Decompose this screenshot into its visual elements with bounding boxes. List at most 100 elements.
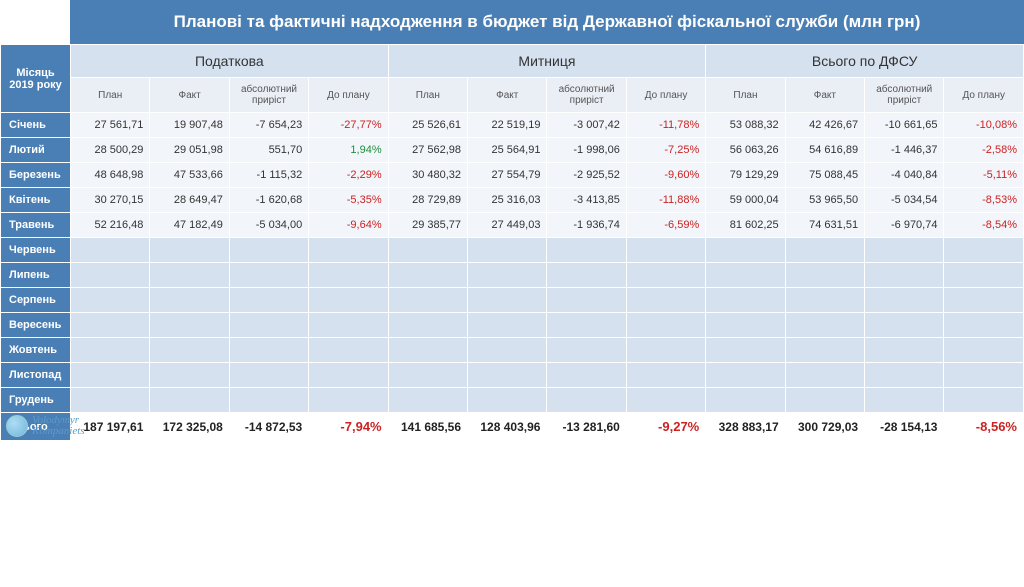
empty-cell	[150, 263, 229, 288]
sub-header-1-0: План	[388, 78, 467, 113]
table-row: Листопад	[1, 363, 1024, 388]
sub-header-2-0: План	[706, 78, 785, 113]
empty-cell	[865, 338, 944, 363]
corner-line2: 2019 року	[9, 79, 62, 91]
data-cell: 53 088,32	[706, 113, 785, 138]
sub-header-0-3: До плану	[309, 78, 388, 113]
table-row: Липень	[1, 263, 1024, 288]
empty-cell	[150, 288, 229, 313]
empty-cell	[229, 313, 308, 338]
data-cell: 74 631,51	[785, 213, 864, 238]
month-cell: Жовтень	[1, 338, 71, 363]
data-cell: 75 088,45	[785, 163, 864, 188]
data-cell: 25 564,91	[468, 138, 547, 163]
empty-cell	[229, 338, 308, 363]
group-customs: Митниця	[388, 45, 706, 78]
data-cell: 81 602,25	[706, 213, 785, 238]
empty-cell	[388, 338, 467, 363]
data-cell: 47 533,66	[150, 163, 229, 188]
data-cell: -5,11%	[944, 163, 1024, 188]
empty-cell	[944, 263, 1024, 288]
data-cell: -2,58%	[944, 138, 1024, 163]
data-cell: 48 648,98	[71, 163, 150, 188]
sub-header-2-1: Факт	[785, 78, 864, 113]
table-row: Вересень	[1, 313, 1024, 338]
total-cell: 300 729,03	[785, 413, 864, 441]
data-cell: -3 007,42	[547, 113, 626, 138]
empty-cell	[785, 263, 864, 288]
data-cell: -7 654,23	[229, 113, 308, 138]
sub-header-1-1: Факт	[468, 78, 547, 113]
data-cell: -5 034,00	[229, 213, 308, 238]
empty-cell	[865, 288, 944, 313]
empty-cell	[944, 238, 1024, 263]
empty-cell	[785, 288, 864, 313]
empty-cell	[388, 263, 467, 288]
total-cell: 141 685,56	[388, 413, 467, 441]
empty-cell	[71, 288, 150, 313]
sub-header-2-2: абсолютний приріст	[865, 78, 944, 113]
empty-cell	[71, 263, 150, 288]
table-row: Серпень	[1, 288, 1024, 313]
data-cell: 25 316,03	[468, 188, 547, 213]
data-cell: 22 519,19	[468, 113, 547, 138]
empty-cell	[388, 363, 467, 388]
data-cell: 52 216,48	[71, 213, 150, 238]
data-cell: -2,29%	[309, 163, 388, 188]
data-cell: 28 649,47	[150, 188, 229, 213]
empty-cell	[944, 338, 1024, 363]
empty-cell	[388, 313, 467, 338]
empty-cell	[706, 313, 785, 338]
empty-cell	[229, 263, 308, 288]
data-cell: 28 500,29	[71, 138, 150, 163]
month-cell: Березень	[1, 163, 71, 188]
data-cell: 53 965,50	[785, 188, 864, 213]
empty-cell	[229, 238, 308, 263]
empty-cell	[547, 363, 626, 388]
month-cell: Квітень	[1, 188, 71, 213]
month-cell: Січень	[1, 113, 71, 138]
empty-cell	[229, 388, 308, 413]
table-row: Червень	[1, 238, 1024, 263]
data-cell: 30 270,15	[71, 188, 150, 213]
empty-cell	[547, 288, 626, 313]
budget-table: Місяць 2019 року Податкова Митниця Всьог…	[0, 44, 1024, 441]
report-title: Планові та фактичні надходження в бюджет…	[70, 0, 1024, 44]
sub-header-0-1: Факт	[150, 78, 229, 113]
empty-cell	[468, 363, 547, 388]
month-cell: Грудень	[1, 388, 71, 413]
month-cell: Серпень	[1, 288, 71, 313]
empty-cell	[626, 238, 705, 263]
empty-cell	[706, 238, 785, 263]
table-row: Травень52 216,4847 182,49-5 034,00-9,64%…	[1, 213, 1024, 238]
empty-cell	[626, 263, 705, 288]
globe-icon	[6, 415, 28, 437]
empty-cell	[309, 363, 388, 388]
corner-line1: Місяць	[16, 67, 54, 79]
table-row: Грудень	[1, 388, 1024, 413]
data-cell: 1,94%	[309, 138, 388, 163]
data-cell: -1 115,32	[229, 163, 308, 188]
empty-cell	[388, 288, 467, 313]
empty-cell	[626, 288, 705, 313]
group-header-row: Місяць 2019 року Податкова Митниця Всьог…	[1, 45, 1024, 78]
empty-cell	[547, 338, 626, 363]
data-cell: -5 034,54	[865, 188, 944, 213]
logo-text: Volodymyr Kompaniets	[32, 415, 85, 437]
empty-cell	[71, 388, 150, 413]
sub-header-row: ПланФактабсолютний прирістДо плануПланФа…	[1, 78, 1024, 113]
data-cell: 79 129,29	[706, 163, 785, 188]
data-cell: -9,64%	[309, 213, 388, 238]
empty-cell	[865, 363, 944, 388]
table-row: Жовтень	[1, 338, 1024, 363]
month-cell: Лютий	[1, 138, 71, 163]
empty-cell	[706, 288, 785, 313]
total-cell: -7,94%	[309, 413, 388, 441]
total-cell: 172 325,08	[150, 413, 229, 441]
data-cell: -8,53%	[944, 188, 1024, 213]
empty-cell	[150, 313, 229, 338]
data-cell: -1 620,68	[229, 188, 308, 213]
month-cell: Червень	[1, 238, 71, 263]
empty-cell	[388, 388, 467, 413]
empty-cell	[865, 388, 944, 413]
